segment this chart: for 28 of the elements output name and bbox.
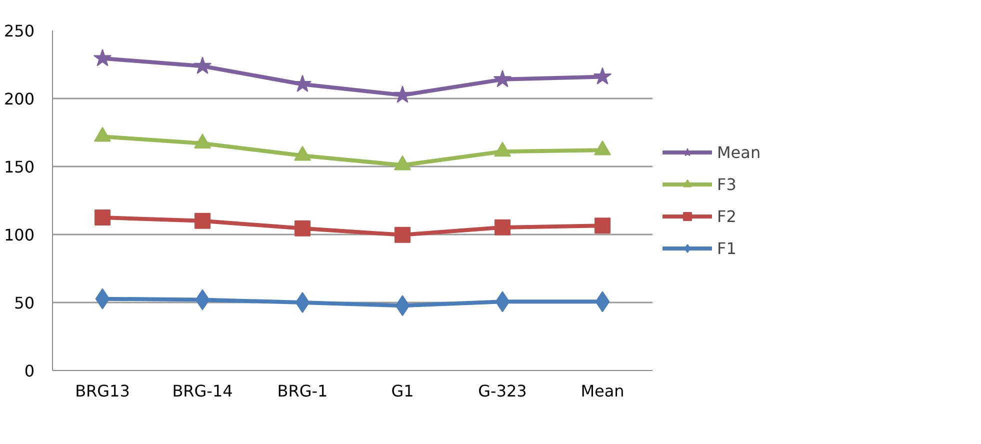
point [294,220,310,236]
legend-label: F1 [717,238,737,258]
y-tick-label: 50 [14,294,34,312]
legend-label: F2 [717,206,737,226]
y-tick-label: 0 [24,362,35,380]
point [194,212,210,229]
point [393,86,412,103]
x-tick-label: G1 [391,382,414,400]
y-tick-label: 200 [4,90,35,108]
point [494,219,510,236]
x-tick-label: BRG-1 [277,382,328,400]
point [94,210,110,226]
y-tick-label: 100 [4,226,35,244]
y-tick-label: 250 [4,22,35,40]
x-tick-label: Mean [580,382,624,400]
x-tick-label: BRG-14 [172,382,233,400]
point [394,226,410,243]
point [593,67,612,85]
point [193,56,212,74]
legend-label: Mean [717,142,761,162]
y-tick-label: 150 [4,158,35,176]
legend-label: F3 [717,174,737,194]
point [295,292,310,313]
point [93,48,112,66]
x-tick-label: G-323 [478,382,527,400]
point [493,70,512,88]
x-tick-label: BRG13 [75,382,130,400]
point [594,218,610,234]
